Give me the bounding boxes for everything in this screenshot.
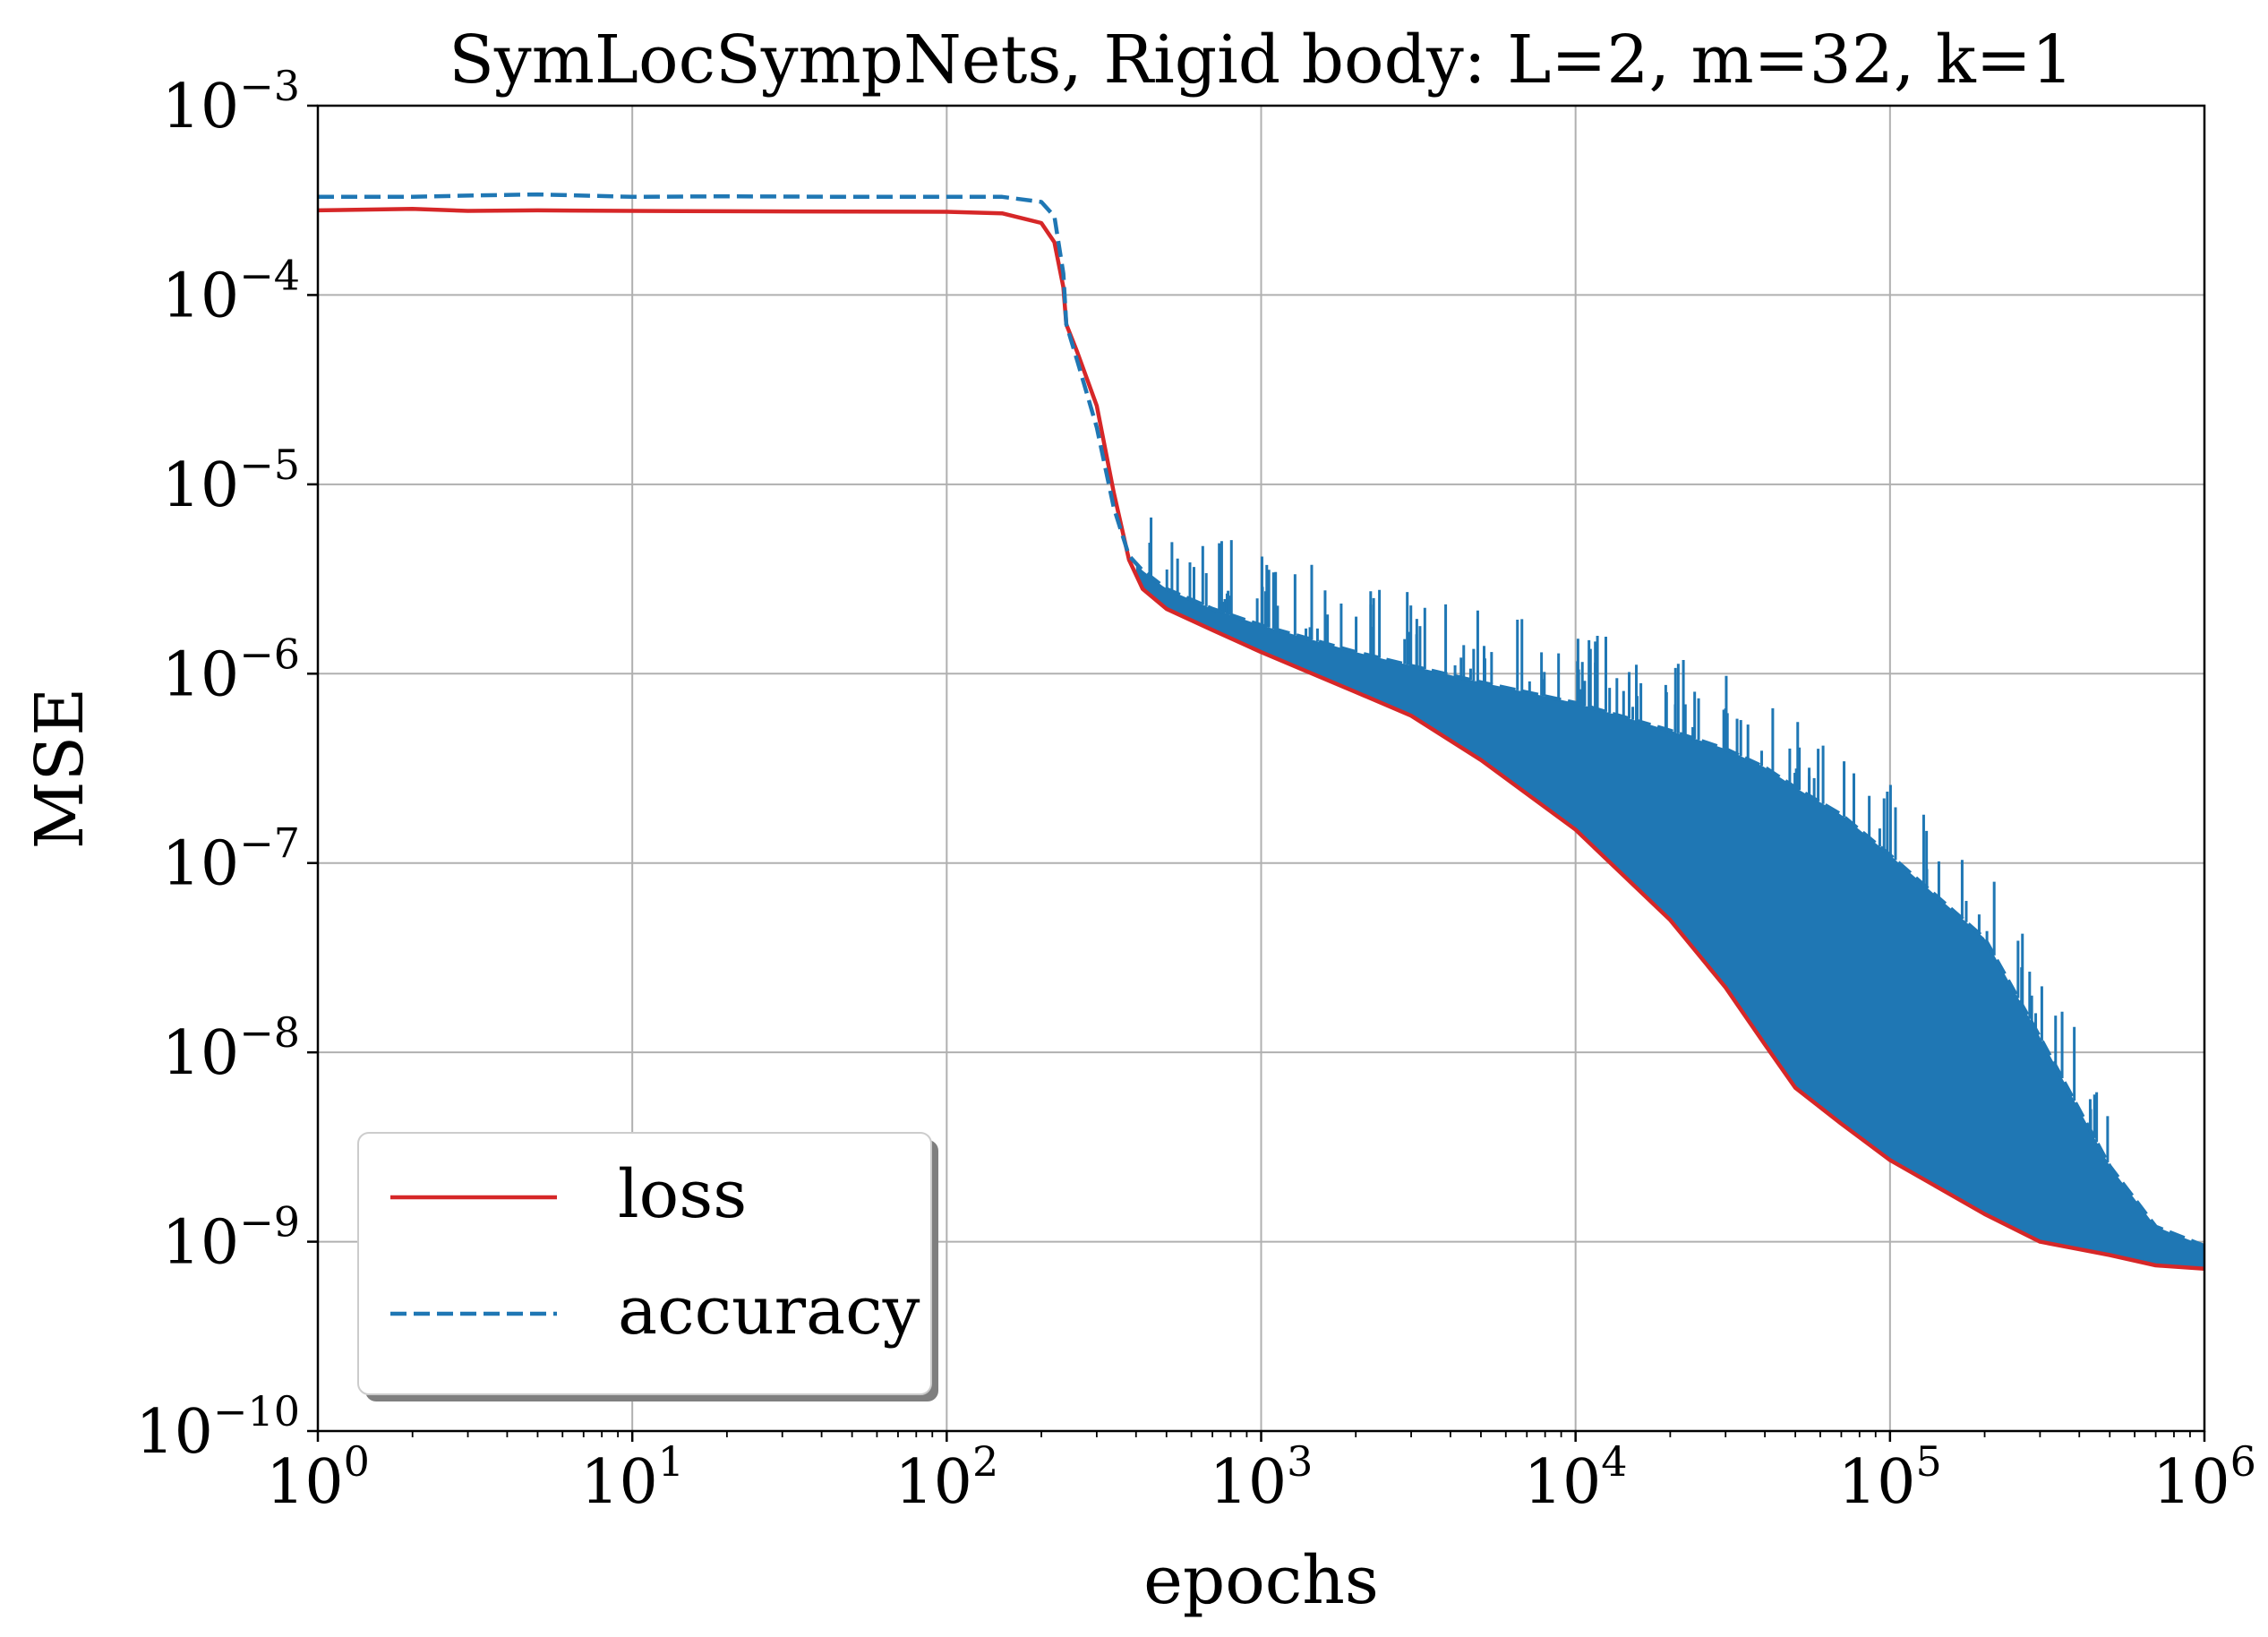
legend-label-loss: loss (618, 1156, 747, 1233)
x-tick-label: 105 (1838, 1437, 1942, 1518)
tick-marks (307, 104, 2206, 1442)
y-tick-label: 10−8 (162, 1008, 300, 1089)
x-tick-label: 102 (894, 1437, 998, 1518)
legend: loss accuracy (357, 1132, 938, 1401)
accuracy-band-fill (1135, 563, 2204, 1269)
y-tick-label: 10−5 (162, 441, 300, 521)
y-tick-label: 10−10 (135, 1387, 300, 1468)
x-tick-label: 100 (266, 1437, 370, 1518)
accuracy-oscillation-band (1135, 517, 2204, 1269)
x-tick-label: 104 (1524, 1437, 1628, 1518)
series-lines (318, 192, 2204, 1271)
y-tick-label: 10−6 (162, 630, 300, 710)
y-tick-label: 10−7 (162, 819, 300, 900)
series-line-accuracy (318, 192, 2204, 1248)
y-tick-label: 10−9 (162, 1198, 300, 1279)
x-tick-label: 106 (2152, 1437, 2256, 1518)
series-line-loss (318, 207, 2204, 1271)
x-tick-label: 103 (1210, 1437, 1314, 1518)
legend-label-accuracy: accuracy (618, 1273, 920, 1350)
y-tick-label: 10−3 (162, 62, 300, 142)
y-axis-label: MSE (21, 688, 98, 849)
y-tick-label: 10−4 (162, 251, 300, 331)
tick-labels: 100 101 102 103 104 105 106 10−10 10−9 10−8 10−7 10… (135, 62, 2256, 1518)
x-tick-label: 101 (580, 1437, 684, 1518)
x-axis-label: epochs (1143, 1542, 1379, 1619)
chart-title: SymLocSympNets, Rigid body: L=2, m=32, k… (449, 21, 2074, 99)
